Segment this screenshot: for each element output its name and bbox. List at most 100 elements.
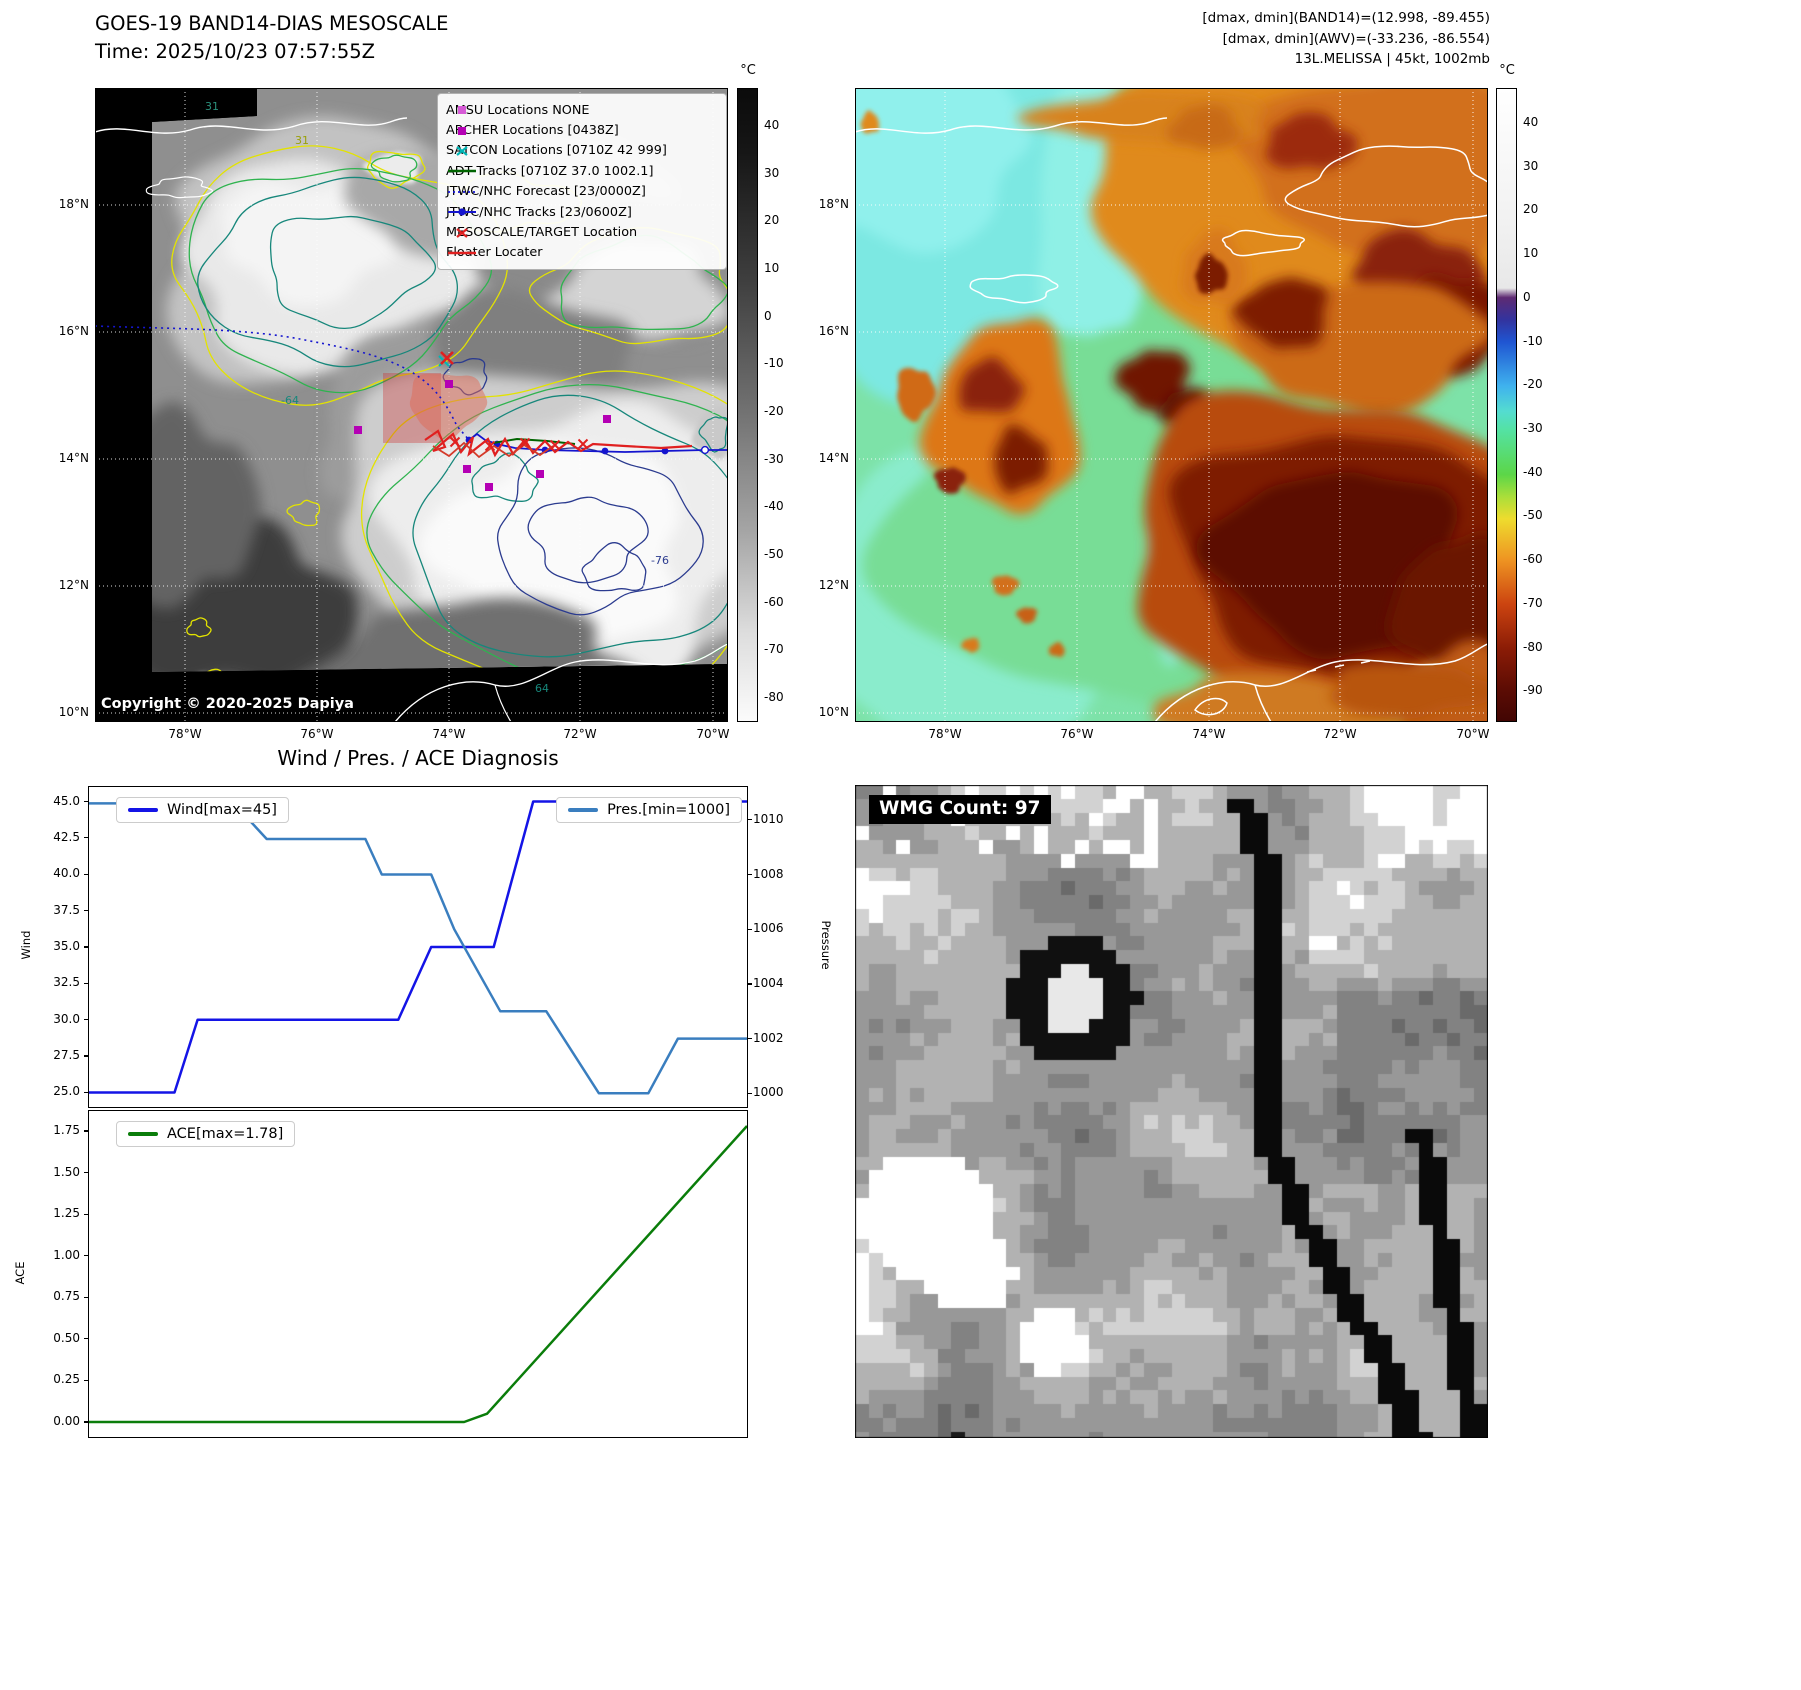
goes-panel-timestamp: Time: 2025/10/23 07:57:55Z bbox=[95, 40, 376, 63]
axis-tick-label: 1002 bbox=[753, 1030, 784, 1045]
axis-tick-label: 0.75 bbox=[53, 1289, 80, 1304]
contour-label: -64 bbox=[281, 394, 299, 407]
ace-chart bbox=[88, 1110, 748, 1438]
colorbar-tick-label: -50 bbox=[764, 547, 784, 562]
axis-tick-mark bbox=[84, 1379, 88, 1382]
legend-label: ACE[max=1.78] bbox=[167, 1126, 284, 1142]
colorbar-tick-label: -90 bbox=[1523, 683, 1543, 698]
axis-tick-mark bbox=[748, 1092, 752, 1094]
colorbar-tick-label: -20 bbox=[1523, 377, 1543, 392]
axis-tick-mark bbox=[84, 800, 88, 803]
colorbar-tick-label: 40 bbox=[1523, 114, 1539, 129]
awv-color-map bbox=[855, 88, 1488, 722]
axis-tick-label: 1000 bbox=[753, 1085, 784, 1100]
axis-tick-label: 42.5 bbox=[53, 829, 80, 844]
lat-tick-label: 16°N bbox=[818, 324, 849, 339]
axis-tick-label: 1.50 bbox=[53, 1164, 80, 1179]
colorbar-tick-label: 20 bbox=[764, 213, 780, 228]
axis-tick-label: 45.0 bbox=[53, 793, 80, 808]
square-marker-icon bbox=[458, 106, 466, 115]
legend-item: JTWC/NHC Tracks [23/0600Z] bbox=[446, 202, 718, 222]
line-dot-marker-icon bbox=[448, 208, 476, 216]
axis-tick-label: 25.0 bbox=[53, 1084, 80, 1099]
wmg-image bbox=[855, 785, 1488, 1438]
axis-tick-label: 27.5 bbox=[53, 1048, 80, 1063]
chart-legend: Wind[max=45] bbox=[116, 797, 289, 823]
colorbar-tick-label: 30 bbox=[764, 165, 780, 180]
axis-tick-mark bbox=[84, 982, 88, 984]
axis-tick-mark bbox=[84, 1019, 88, 1021]
dotted-marker-icon bbox=[448, 190, 476, 193]
lat-tick-label: 18°N bbox=[58, 197, 89, 212]
lon-tick-label: 76°W bbox=[300, 727, 334, 741]
square-marker-icon bbox=[458, 126, 466, 135]
axis-tick-label: 1.25 bbox=[53, 1206, 80, 1221]
colorbar-tick-label: -40 bbox=[1523, 464, 1543, 479]
lon-tick-label: 78°W bbox=[928, 727, 962, 741]
legend-item-label: AMSU Locations NONE bbox=[446, 102, 590, 118]
legend-line-swatch bbox=[128, 1132, 158, 1136]
colorbar-tick-label: 40 bbox=[764, 118, 780, 133]
lat-tick-label: 12°N bbox=[58, 578, 89, 592]
axis-tick-mark bbox=[748, 873, 752, 876]
axis-tick-label: 0.25 bbox=[53, 1372, 80, 1387]
lat-tick-label: 14°N bbox=[818, 451, 849, 466]
lat-tick-label: 16°N bbox=[58, 324, 89, 339]
contour-label: 31 bbox=[205, 100, 219, 113]
axis-tick-mark bbox=[84, 837, 88, 839]
lon-tick-label: 72°W bbox=[563, 727, 597, 741]
axis-tick-mark bbox=[748, 983, 752, 985]
colorbar-tick-label: -50 bbox=[1523, 508, 1543, 523]
axis-tick-mark bbox=[84, 1296, 88, 1298]
lat-tick-label: 10°N bbox=[818, 704, 849, 719]
colorbar-tick-label: -10 bbox=[1523, 333, 1543, 348]
awv-colorbar-unit: °C bbox=[1499, 63, 1515, 78]
colorbar-tick-label: -60 bbox=[1523, 552, 1543, 567]
axis-tick-mark bbox=[84, 1421, 88, 1423]
axis-tick-label: 30.0 bbox=[53, 1011, 80, 1026]
awv-header: [dmax, dmin](BAND14)=(12.998, -89.455) [… bbox=[900, 8, 1490, 70]
copyright-watermark: Copyright © 2020-2025 Dapiya bbox=[101, 696, 354, 712]
awv-minmax-line: [dmax, dmin](AWV)=(-33.236, -86.554) bbox=[1222, 30, 1490, 47]
axis-tick-label: 1006 bbox=[753, 921, 784, 936]
lon-tick-label: 74°W bbox=[1192, 727, 1226, 741]
legend-item-label: JTWC/NHC Forecast [23/0000Z] bbox=[446, 184, 646, 200]
colorbar-tick-label: -70 bbox=[1523, 595, 1543, 610]
axis-tick-label: 0.50 bbox=[53, 1330, 80, 1345]
lon-tick-label: 76°W bbox=[1060, 727, 1094, 741]
colorbar-tick-label: -80 bbox=[1523, 639, 1543, 654]
legend-item-label: MESOSCALE/TARGET Location bbox=[446, 225, 638, 241]
line-marker-icon bbox=[448, 251, 476, 255]
x-marker-icon bbox=[456, 146, 468, 156]
axis-tick-mark bbox=[84, 1171, 88, 1174]
lon-tick-label: 70°W bbox=[696, 727, 730, 741]
contour-label: -76 bbox=[651, 554, 669, 567]
lat-tick-label: 10°N bbox=[58, 704, 89, 719]
line-marker-icon bbox=[448, 170, 476, 173]
legend-line-swatch bbox=[128, 808, 158, 812]
colorbar-tick-label: 0 bbox=[1523, 289, 1531, 304]
legend-item-label: Floater Locater bbox=[446, 245, 543, 261]
axis-tick-label: 35.0 bbox=[53, 939, 80, 953]
contour-label: 64 bbox=[535, 682, 549, 695]
awv-colorbar bbox=[1496, 88, 1517, 722]
goes-map-legend: AMSU Locations NONE ARCHER Locations [043… bbox=[437, 93, 727, 271]
storm-status-line: 13L.MELISSA | 45kt, 1002mb bbox=[1294, 51, 1490, 67]
lon-tick-label: 70°W bbox=[1456, 727, 1490, 741]
axis-tick-mark bbox=[84, 873, 88, 875]
axis-tick-mark bbox=[84, 1055, 88, 1057]
axis-tick-label: 1010 bbox=[753, 811, 784, 826]
chart-legend: Pres.[min=1000] bbox=[556, 797, 742, 823]
axis-tick-label: 1.75 bbox=[53, 1122, 80, 1137]
colorbar-tick-label: -30 bbox=[764, 451, 784, 466]
colorbar-tick-label: -10 bbox=[764, 356, 784, 371]
axis-tick-label: 1008 bbox=[753, 866, 784, 881]
diagnosis-title: Wind / Pres. / ACE Diagnosis bbox=[277, 746, 559, 770]
legend-label: Pres.[min=1000] bbox=[607, 802, 730, 818]
legend-item: SATCON Locations [0710Z 42 999] bbox=[446, 141, 718, 161]
band14-minmax-line: [dmax, dmin](BAND14)=(12.998, -89.455) bbox=[1202, 10, 1490, 26]
lat-tick-label: 14°N bbox=[58, 451, 89, 466]
colorbar-tick-label: -60 bbox=[764, 594, 784, 609]
legend-label: Wind[max=45] bbox=[167, 802, 277, 818]
legend-item-label: ADT Tracks [0710Z 37.0 1002.1] bbox=[446, 163, 654, 179]
